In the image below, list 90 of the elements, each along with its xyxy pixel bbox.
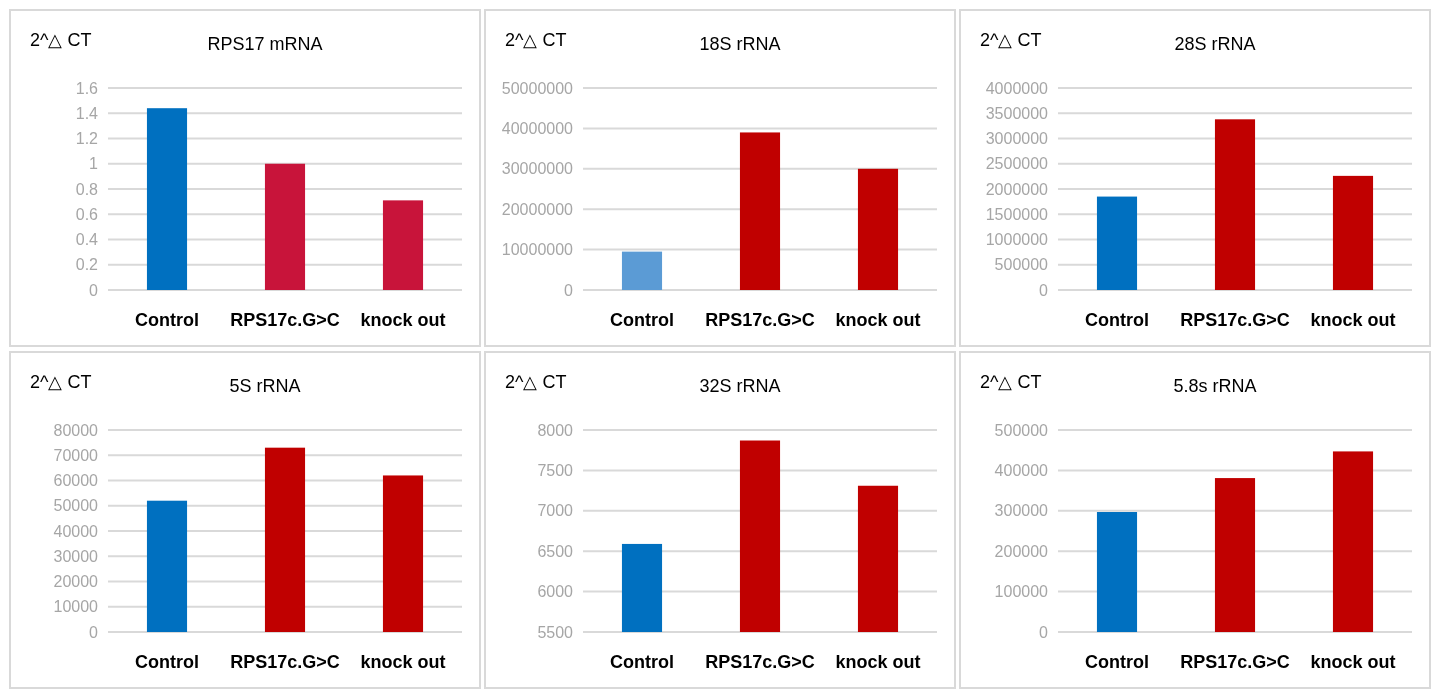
bar [1096,512,1138,632]
y-tick-label: 0 [1039,281,1049,299]
bar [1096,196,1138,290]
y-axis-title: 2^△ CT [30,30,92,50]
y-tick-label: 0 [89,281,99,299]
x-tick-label: Control [1085,310,1149,330]
y-tick-label: 10000000 [501,241,574,259]
x-tick-label: RPS17c.G>C [230,310,340,330]
y-tick-label: 0.2 [75,256,99,274]
bar [146,500,188,632]
y-tick-label: 10000 [53,598,99,616]
y-tick-label: 0 [89,623,99,641]
x-tick-label: RPS17c.G>C [1180,310,1290,330]
bar [264,163,306,290]
x-tick-label: RPS17c.G>C [705,310,815,330]
x-tick-label: RPS17c.G>C [230,652,340,672]
x-tick-label: knock out [1310,652,1396,672]
y-tick-label: 1.6 [75,79,99,97]
y-tick-label: 6000 [537,583,574,601]
y-tick-label: 1 [89,155,99,173]
y-tick-label: 4000000 [985,79,1049,97]
bar [382,200,424,290]
y-axis-title: 2^△ CT [980,30,1042,50]
y-tick-label: 30000000 [501,160,574,178]
y-tick-label: 70000 [53,446,99,464]
y-tick-label: 5500 [537,623,574,641]
bar [1214,478,1256,632]
y-tick-label: 40000000 [501,120,574,137]
y-tick-label: 0.4 [75,231,99,249]
x-tick-label: Control [135,652,199,672]
y-tick-label: 3500000 [985,104,1049,122]
x-tick-label: RPS17c.G>C [1180,652,1290,672]
x-tick-label: knock out [360,652,446,672]
y-tick-label: 0.6 [75,205,99,223]
x-tick-label: Control [1085,652,1149,672]
y-tick-label: 500000 [994,256,1049,274]
y-axis-title: 2^△ CT [505,30,567,50]
y-tick-label: 1000000 [985,231,1049,249]
x-tick-label: RPS17c.G>C [705,652,815,672]
y-axis-title: 2^△ CT [30,372,92,392]
y-tick-label: 0 [1039,623,1049,641]
y-tick-label: 1.4 [75,104,99,122]
y-tick-label: 200000 [994,542,1049,560]
y-tick-label: 0 [564,281,574,299]
chart-title: 5.8s rRNA [1173,376,1257,396]
y-tick-label: 40000 [53,522,99,540]
y-tick-label: 20000000 [501,200,574,218]
chart-title: 28S rRNA [1174,34,1256,54]
y-tick-label: 20000 [53,573,99,591]
x-tick-label: knock out [835,652,921,672]
bar [1332,451,1374,632]
y-tick-label: 50000 [53,497,99,515]
y-tick-label: 2000000 [985,180,1049,198]
y-tick-label: 7000 [537,502,574,520]
y-tick-label: 50000000 [501,79,574,97]
bar [857,168,899,290]
x-tick-label: Control [135,310,199,330]
y-axis-title: 2^△ CT [505,372,567,392]
x-tick-label: knock out [1310,310,1396,330]
chart-title: 18S rRNA [699,34,781,54]
bar [382,475,424,632]
y-tick-label: 400000 [994,462,1049,479]
chart-title: RPS17 mRNA [207,34,323,54]
y-tick-label: 100000 [994,583,1049,601]
y-tick-label: 60000 [53,472,99,490]
bar [739,132,781,290]
x-tick-label: knock out [360,310,446,330]
x-tick-label: knock out [835,310,921,330]
y-tick-label: 500000 [994,421,1049,439]
y-tick-label: 3000000 [985,130,1049,148]
y-tick-label: 6500 [537,542,574,560]
chart-title: 32S rRNA [699,376,781,396]
chart-title: 5S rRNA [229,376,301,396]
y-axis-title: 2^△ CT [980,372,1042,392]
bar [1332,175,1374,290]
y-tick-label: 1.2 [75,130,99,148]
x-tick-label: Control [610,310,674,330]
y-tick-label: 1500000 [985,205,1049,223]
y-tick-label: 8000 [537,421,574,439]
y-tick-label: 0.8 [75,180,99,198]
y-tick-label: 2500000 [985,155,1049,173]
bar [1214,119,1256,290]
y-tick-label: 300000 [994,502,1049,520]
y-tick-label: 30000 [53,547,99,565]
bar [146,108,188,290]
x-tick-label: Control [610,652,674,672]
y-tick-label: 7500 [537,462,574,479]
bar [621,251,663,290]
y-tick-label: 80000 [53,421,99,439]
bar [264,447,306,632]
